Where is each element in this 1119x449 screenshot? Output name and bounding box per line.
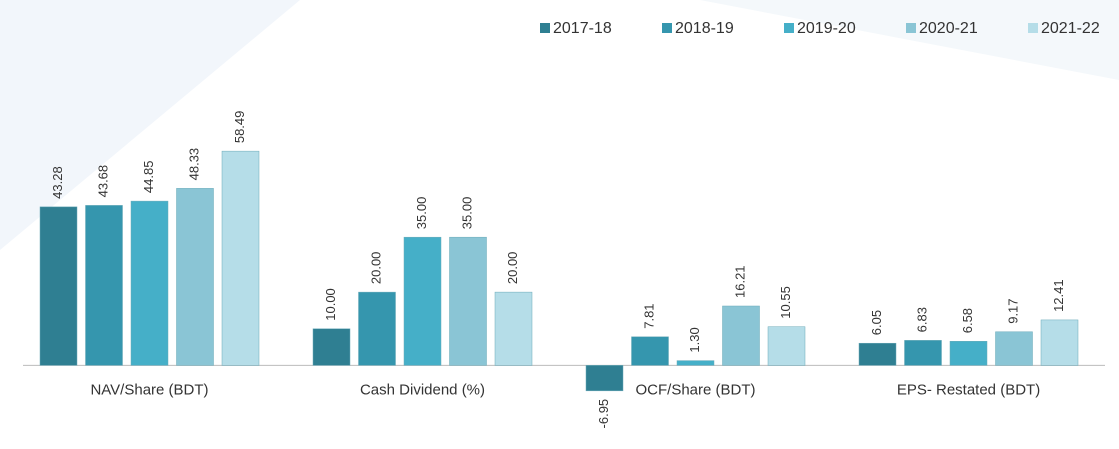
legend-swatch xyxy=(784,23,794,33)
bar xyxy=(722,305,760,366)
value-label: 58.49 xyxy=(232,111,247,144)
background-shape xyxy=(700,0,1119,80)
bar xyxy=(631,336,669,366)
x-tick-label: EPS- Restated (BDT) xyxy=(897,381,1040,398)
bar xyxy=(39,206,78,366)
value-label: 44.85 xyxy=(141,161,156,194)
value-label: 1.30 xyxy=(687,327,702,352)
legend-label: 2020-21 xyxy=(919,20,978,37)
value-label: 43.28 xyxy=(50,166,65,199)
legend-swatch xyxy=(540,23,550,33)
legend-swatch xyxy=(662,23,672,33)
bar xyxy=(767,326,806,366)
value-label: 10.55 xyxy=(778,286,793,319)
value-label: 43.68 xyxy=(95,165,110,198)
bar xyxy=(494,291,533,366)
value-label: 48.33 xyxy=(186,148,201,181)
value-label: 16.21 xyxy=(732,265,747,298)
value-label: 35.00 xyxy=(414,197,429,230)
bar xyxy=(85,205,123,366)
legend-label: 2019-20 xyxy=(797,20,856,37)
bar xyxy=(130,200,169,366)
x-tick-label: OCF/Share (BDT) xyxy=(635,381,755,398)
value-label: -6.95 xyxy=(596,399,611,429)
bar xyxy=(904,340,942,366)
bar xyxy=(585,365,624,392)
value-label: 9.17 xyxy=(1005,298,1020,323)
bar xyxy=(676,360,715,366)
x-tick-label: NAV/Share (BDT) xyxy=(90,381,208,398)
bar xyxy=(403,236,442,366)
value-label: 10.00 xyxy=(323,288,338,321)
legend-swatch xyxy=(906,23,916,33)
value-label: 12.41 xyxy=(1051,279,1066,312)
value-label: 20.00 xyxy=(505,252,520,285)
bar xyxy=(949,341,988,366)
bar xyxy=(858,342,897,366)
legend-label: 2017-18 xyxy=(553,20,612,37)
legend-label: 2018-19 xyxy=(675,20,734,37)
value-label: 6.05 xyxy=(869,310,884,335)
bar xyxy=(449,236,487,366)
value-label: 6.83 xyxy=(914,307,929,332)
bar xyxy=(1040,319,1079,366)
bar xyxy=(995,331,1033,366)
x-tick-label: Cash Dividend (%) xyxy=(360,381,485,398)
bar xyxy=(312,328,351,366)
background-shape xyxy=(0,0,300,250)
bar xyxy=(221,150,260,366)
legend-label: 2021-22 xyxy=(1041,20,1100,37)
value-label: 35.00 xyxy=(459,197,474,230)
value-label: 20.00 xyxy=(368,252,383,285)
value-label: 7.81 xyxy=(641,303,656,328)
bar xyxy=(176,188,214,366)
legend-swatch xyxy=(1028,23,1038,33)
value-label: 6.58 xyxy=(960,308,975,333)
bar xyxy=(358,291,396,366)
